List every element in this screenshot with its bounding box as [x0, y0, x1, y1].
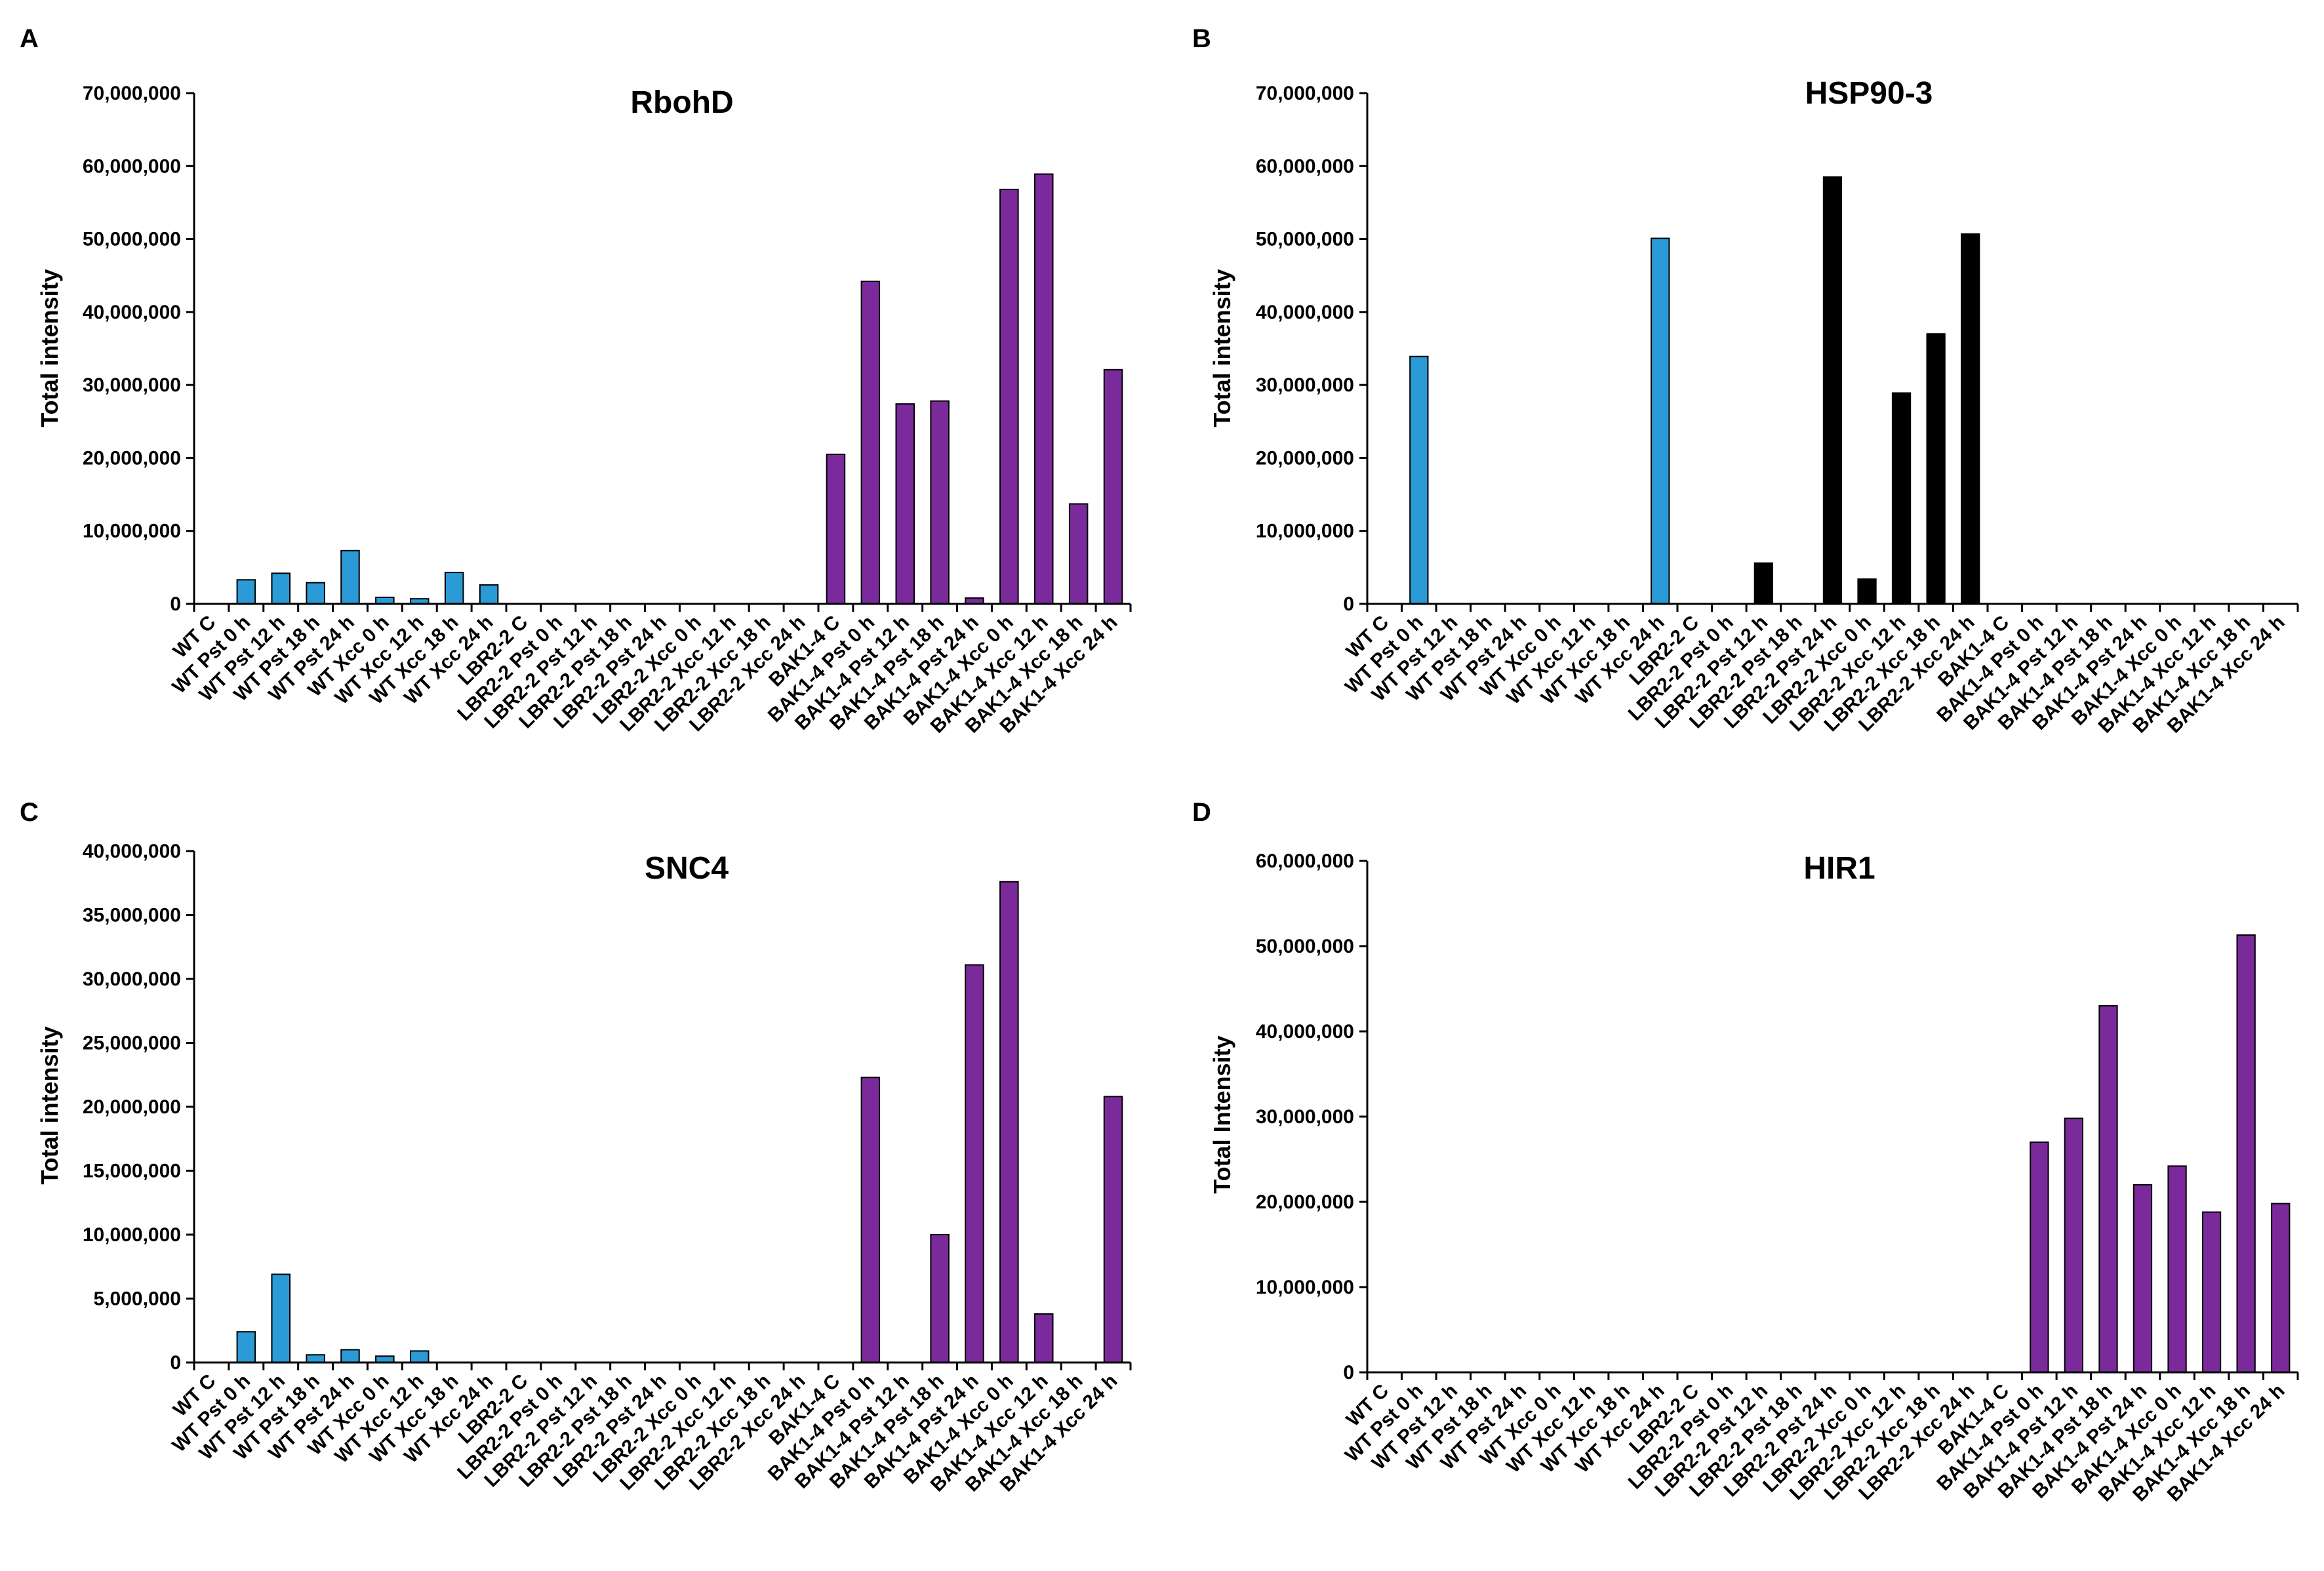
bar: [1926, 333, 1946, 605]
bar: [236, 579, 256, 605]
bar: [1103, 368, 1123, 605]
panel-letter: D: [1192, 798, 1211, 827]
y-tick-label: 30,000,000: [1256, 1106, 1354, 1128]
y-tick-label: 60,000,000: [83, 155, 181, 177]
y-tick-label: 40,000,000: [83, 302, 181, 323]
y-tick-label: 40,000,000: [1256, 1021, 1354, 1043]
bar: [2064, 1117, 2083, 1373]
bar: [860, 281, 881, 605]
y-tick-label: 70,000,000: [83, 83, 181, 104]
y-tick-label: 30,000,000: [83, 374, 181, 396]
y-tick-label: 15,000,000: [83, 1161, 181, 1182]
bar: [1753, 562, 1773, 605]
y-tick-label: 0: [170, 1352, 181, 1374]
y-axis-label: Total Intensity: [1209, 1035, 1235, 1193]
y-axis-label: Total intensity: [36, 269, 63, 427]
bar: [965, 964, 984, 1363]
y-tick-label: 50,000,000: [1256, 229, 1354, 250]
bar: [930, 400, 950, 605]
y-tick-label: 25,000,000: [83, 1033, 181, 1054]
bar: [1822, 176, 1843, 605]
panel-letter: C: [20, 798, 39, 827]
bar: [271, 1273, 290, 1363]
chart-title: HIR1: [1803, 851, 1875, 886]
bar: [2167, 1165, 2187, 1374]
bar: [2133, 1184, 2153, 1373]
bar: [271, 572, 290, 605]
bar: [930, 1234, 950, 1363]
bar: [999, 188, 1019, 605]
y-tick-label: 20,000,000: [1256, 1191, 1354, 1213]
y-tick-label: 70,000,000: [1256, 83, 1354, 104]
bar: [1651, 237, 1670, 605]
y-tick-label: 30,000,000: [1256, 374, 1354, 396]
plot-area: 0 10,000,000 20,000,000 30,000,000 40,000,00…: [1256, 850, 2299, 1506]
bar: [1068, 503, 1089, 605]
bar: [2098, 1005, 2118, 1373]
y-tick-label: 5,000,000: [94, 1288, 181, 1310]
bar: [1103, 1096, 1123, 1364]
bar: [2201, 1211, 2222, 1373]
y-tick-label: 60,000,000: [1256, 155, 1354, 177]
bar: [1409, 355, 1429, 605]
bar: [895, 403, 915, 605]
panel-letter: B: [1192, 24, 1211, 53]
y-tick-label: 40,000,000: [83, 841, 181, 862]
panel-letter: A: [20, 24, 39, 53]
bar: [1034, 173, 1054, 605]
y-tick-label: 50,000,000: [83, 229, 181, 250]
y-tick-label: 0: [170, 593, 181, 615]
chart-title: HSP90-3: [1805, 76, 1933, 111]
bar: [1891, 392, 1912, 605]
panel-d: D HIR1 Total Intensity 0 10,000,000 20,000…: [1192, 798, 2299, 1506]
bar: [999, 881, 1019, 1364]
y-tick-label: 20,000,000: [83, 1096, 181, 1118]
y-tick-label: 50,000,000: [1256, 936, 1354, 957]
chart-title: RbohD: [630, 85, 733, 120]
y-tick-label: 20,000,000: [1256, 447, 1354, 469]
y-tick-label: 60,000,000: [1256, 850, 1354, 872]
chart-title: SNC4: [645, 851, 729, 886]
bar: [860, 1077, 881, 1363]
panel-b: B HSP90-3 Total intensity 0 10,000,000 20,…: [1192, 24, 2299, 738]
bar: [444, 572, 464, 605]
bar: [340, 1349, 360, 1363]
panel-a: A RbohD Total intensity 0 10,000,000 20,00…: [20, 24, 1132, 738]
bar: [2030, 1142, 2049, 1373]
bar: [826, 453, 846, 605]
y-tick-label: 10,000,000: [1256, 1277, 1354, 1298]
y-tick-label: 10,000,000: [83, 521, 181, 542]
y-tick-label: 0: [1343, 593, 1354, 615]
plot-area: 0 10,000,000 20,000,000 30,000,000 40,000,00…: [83, 83, 1132, 738]
bar: [2236, 934, 2256, 1373]
bar: [410, 1350, 430, 1363]
bar: [2271, 1203, 2291, 1373]
bar: [306, 1354, 325, 1364]
bar: [1857, 578, 1877, 605]
y-tick-label: 30,000,000: [83, 968, 181, 990]
y-tick-label: 10,000,000: [83, 1224, 181, 1246]
y-tick-label: 20,000,000: [83, 447, 181, 469]
y-axis-label: Total intensity: [1209, 269, 1235, 427]
bar: [340, 549, 360, 605]
bar: [236, 1331, 256, 1363]
bar: [479, 584, 499, 605]
bar: [1961, 233, 1980, 605]
bar: [1034, 1313, 1054, 1364]
y-tick-label: 35,000,000: [83, 905, 181, 926]
y-tick-label: 0: [1343, 1362, 1354, 1383]
plot-area: 0 10,000,000 20,000,000 30,000,000 40,000,00…: [1256, 83, 2299, 738]
bar: [306, 582, 325, 605]
y-axis-label: Total intensity: [36, 1026, 63, 1184]
y-tick-label: 10,000,000: [1256, 521, 1354, 542]
y-tick-label: 40,000,000: [1256, 302, 1354, 323]
